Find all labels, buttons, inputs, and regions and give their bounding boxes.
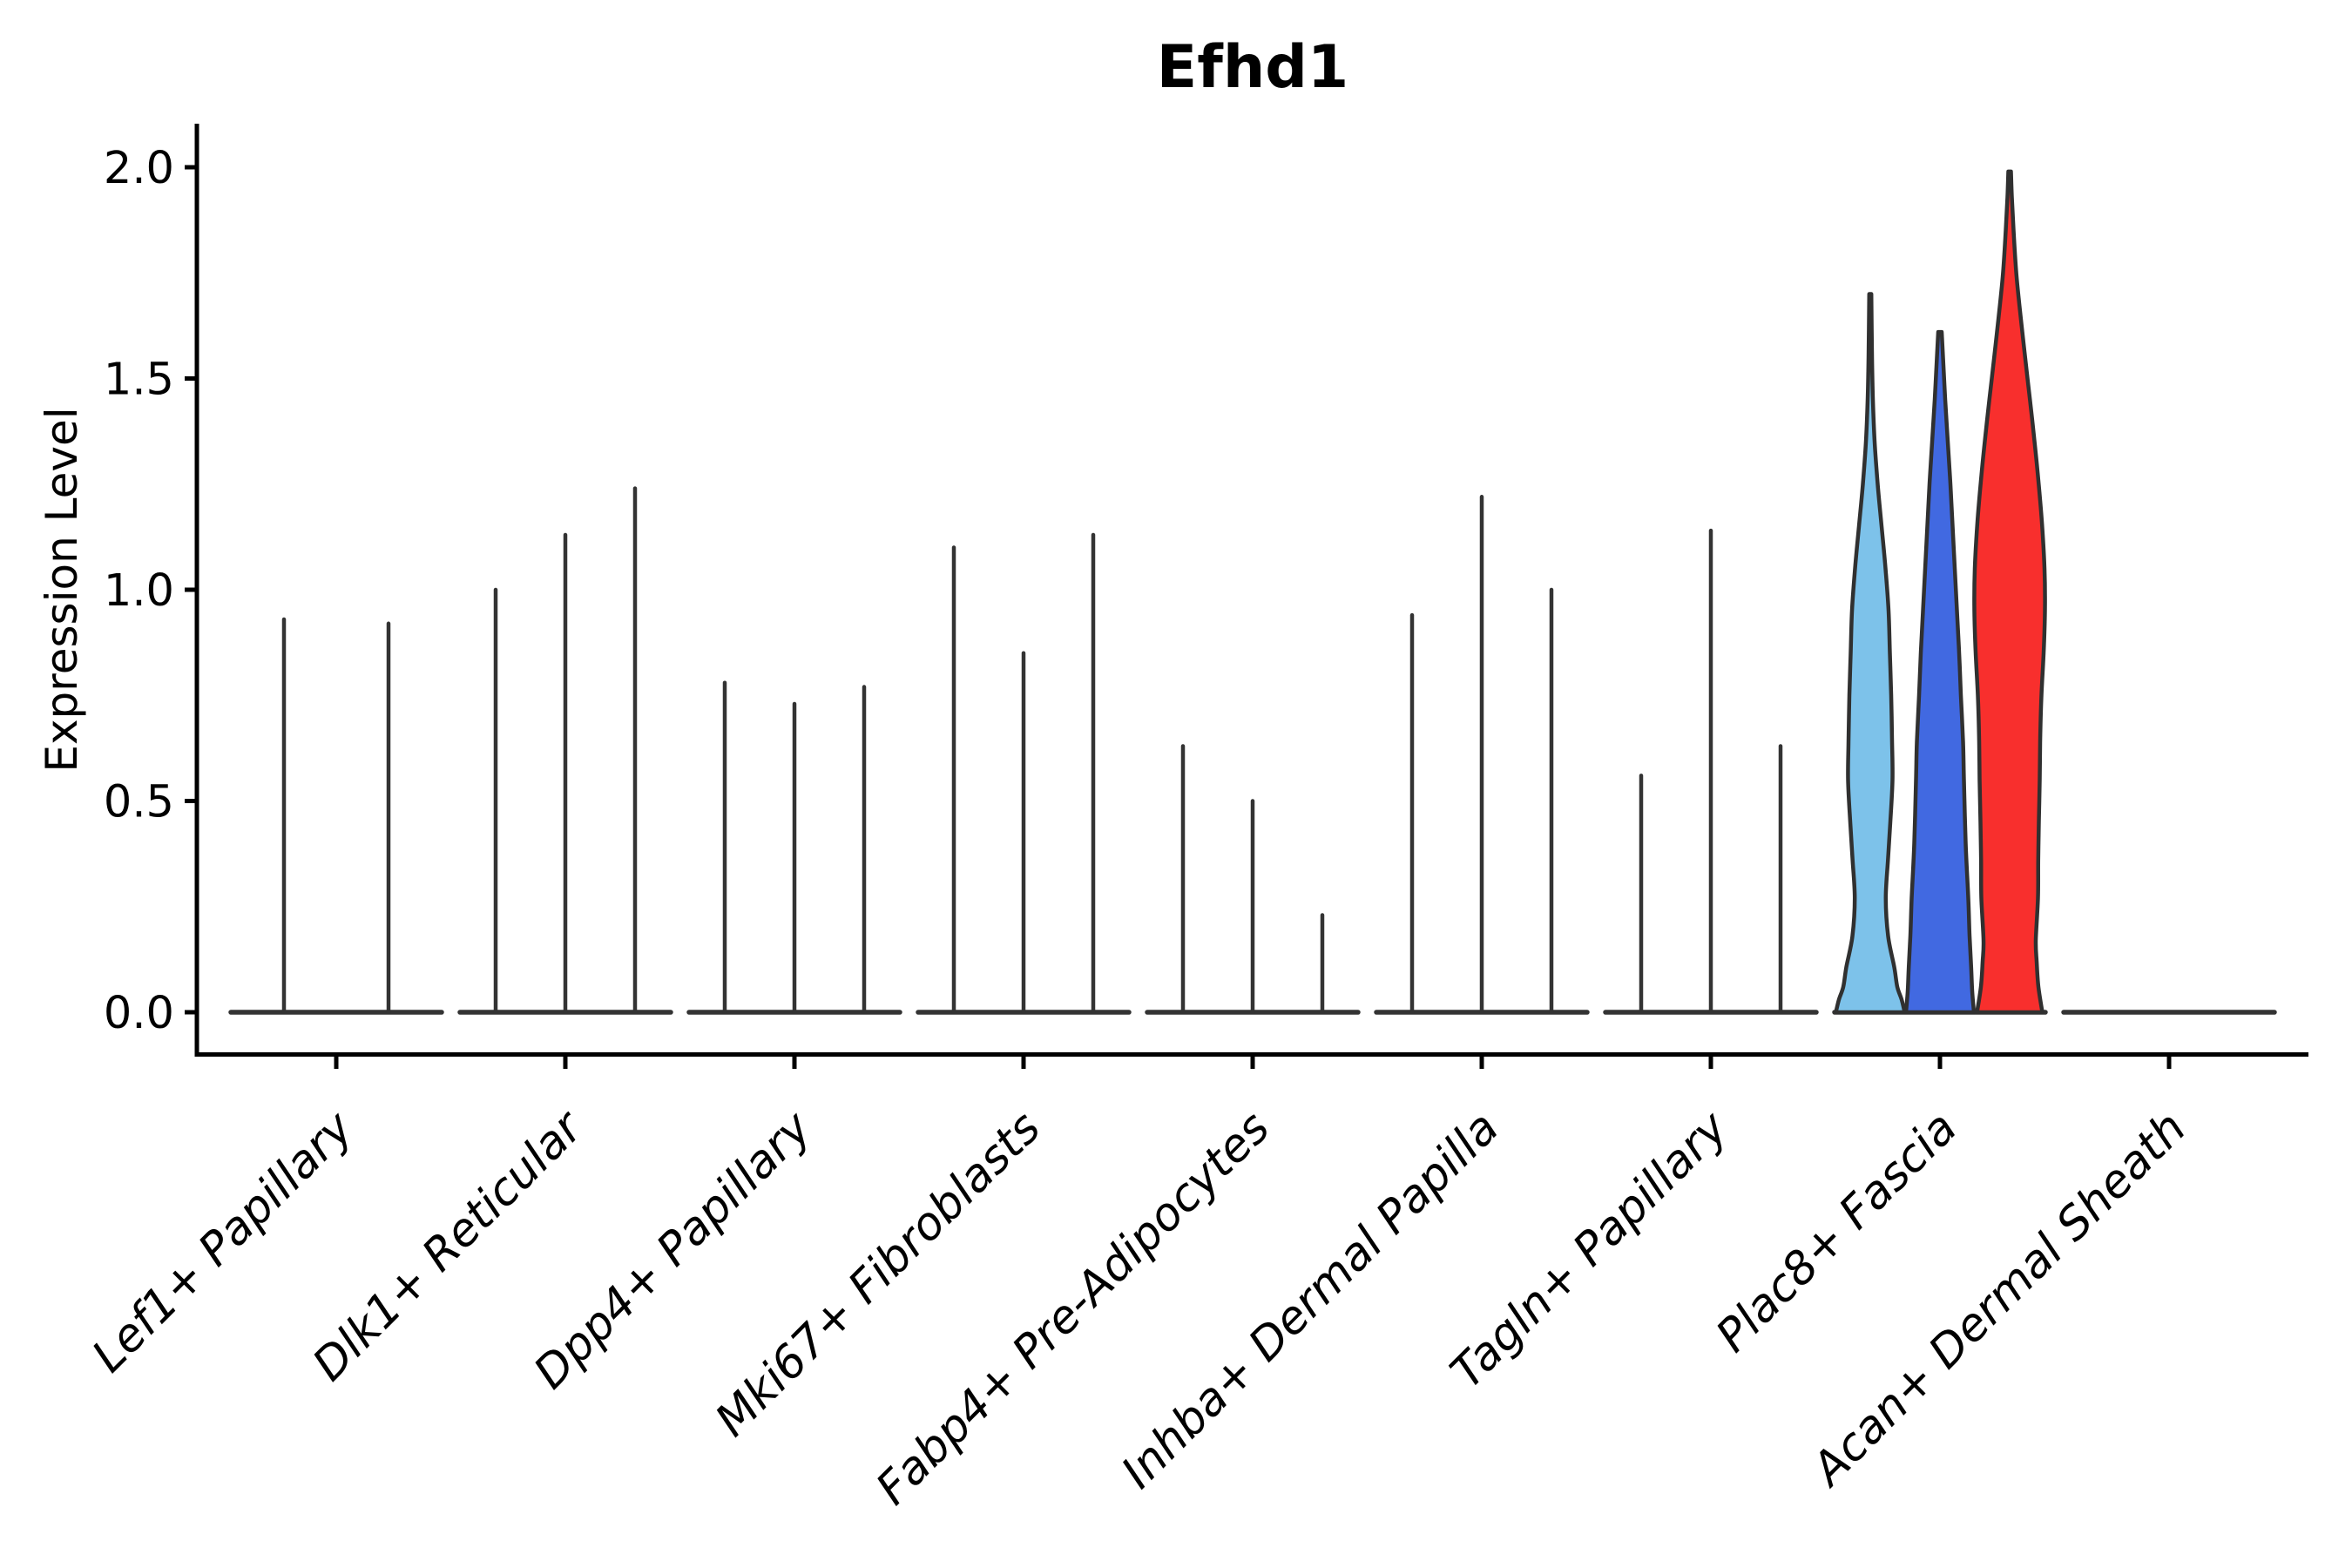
kde-violin xyxy=(1972,169,2047,1015)
y-axis-label: Expression Level xyxy=(37,407,87,772)
y-tick-label: 0.5 xyxy=(104,777,174,828)
y-tick-label: 1.0 xyxy=(104,565,174,617)
kde-violin xyxy=(1903,329,1977,1015)
violins-layer xyxy=(281,169,2047,1015)
x-tick-label: Plac8+ Fascia xyxy=(1707,1102,1967,1362)
x-tick-label: Inhba+ Dermal Papilla xyxy=(1112,1102,1509,1499)
kde-violin xyxy=(1834,292,1907,1015)
x-tick-label: Acan+ Dermal Sheath xyxy=(1801,1102,2196,1497)
y-tick-label: 2.0 xyxy=(104,143,174,194)
x-tick-label: Fabp4+ Pre-Adipocytes xyxy=(867,1102,1281,1516)
y-tick-label: 1.5 xyxy=(104,355,174,406)
y-tick-label: 0.0 xyxy=(104,988,174,1039)
plot-title: Efhd1 xyxy=(1157,33,1348,102)
